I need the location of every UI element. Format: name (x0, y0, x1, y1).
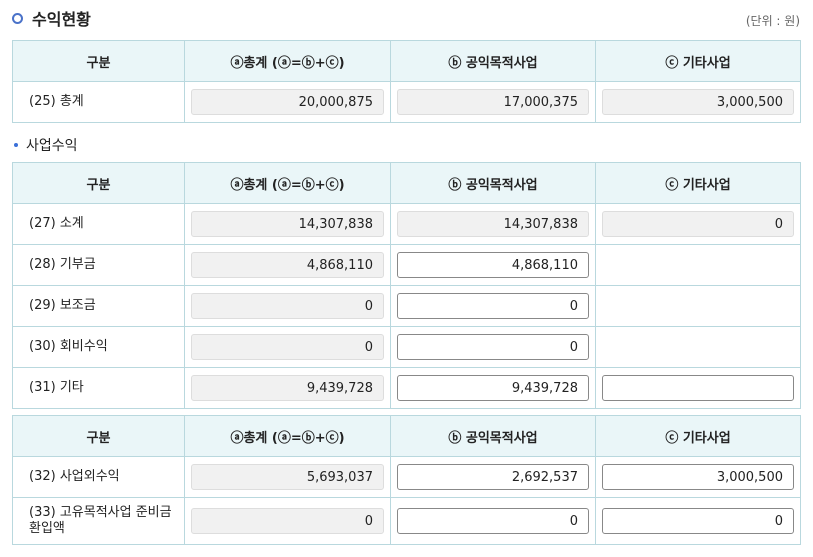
column-header: ⓐ총계 (ⓐ=ⓑ+ⓒ) (184, 162, 391, 204)
column-header: 구분 (12, 162, 185, 204)
row-label: (33) 고유목적사업 준비금 환입액 (12, 497, 185, 545)
header-row: 구분 ⓐ총계 (ⓐ=ⓑ+ⓒ) ⓑ 공익목적사업 ⓒ 기타사업 (12, 40, 801, 82)
total-field: 20,000,875 (191, 89, 384, 115)
column-header: ⓒ 기타사업 (595, 162, 801, 204)
column-header: ⓐ총계 (ⓐ=ⓑ+ⓒ) (184, 415, 391, 457)
column-header: ⓐ총계 (ⓐ=ⓑ+ⓒ) (184, 40, 391, 82)
total-field: 14,307,838 (191, 211, 384, 237)
table-row: (32) 사업외수익 5,693,037 2,692,537 3,000,500 (12, 456, 801, 498)
subsection-text: 사업수익 (26, 138, 78, 154)
column-header: ⓑ 공익목적사업 (390, 162, 596, 204)
other-business-field: 0 (602, 211, 794, 237)
table-row: (31) 기타 9,439,728 9,439,728 (12, 367, 801, 409)
row-label: (27) 소계 (12, 203, 185, 245)
public-purpose-field[interactable]: 0 (397, 508, 589, 534)
non-business-revenue-table: 구분 ⓐ총계 (ⓐ=ⓑ+ⓒ) ⓑ 공익목적사업 ⓒ 기타사업 (32) 사업외수익 5,6… (12, 415, 801, 545)
total-field: 5,693,037 (191, 464, 384, 490)
total-field: 0 (191, 293, 384, 319)
subsection-title: 사업수익 (14, 135, 78, 155)
other-business-field[interactable]: 3,000,500 (602, 464, 794, 490)
column-header: ⓒ 기타사업 (595, 40, 801, 82)
other-business-field[interactable]: 0 (602, 508, 794, 534)
other-business-field[interactable] (602, 375, 794, 401)
table-row: (27) 소계 14,307,838 14,307,838 0 (12, 203, 801, 245)
section-title: 수익현황 (12, 6, 91, 30)
column-header: ⓑ 공익목적사업 (390, 415, 596, 457)
row-label: (25) 총계 (12, 81, 185, 123)
public-purpose-field[interactable]: 4,868,110 (397, 252, 589, 278)
header-row: 구분 ⓐ총계 (ⓐ=ⓑ+ⓒ) ⓑ 공익목적사업 ⓒ 기타사업 (12, 162, 801, 204)
public-purpose-field: 14,307,838 (397, 211, 589, 237)
table-row: (25) 총계 20,000,875 17,000,375 3,000,500 (12, 81, 801, 123)
total-field: 0 (191, 508, 384, 534)
row-label: (32) 사업외수익 (12, 456, 185, 498)
other-business-field: 3,000,500 (602, 89, 794, 115)
table-row: (28) 기부금 4,868,110 4,868,110 (12, 244, 801, 286)
public-purpose-field[interactable]: 9,439,728 (397, 375, 589, 401)
public-purpose-field[interactable]: 0 (397, 334, 589, 360)
row-label: (30) 회비수익 (12, 326, 185, 368)
row-label: (31) 기타 (12, 367, 185, 409)
unit-label: (단위 : 원) (745, 14, 800, 28)
total-field: 4,868,110 (191, 252, 384, 278)
total-field: 0 (191, 334, 384, 360)
row-label: (28) 기부금 (12, 244, 185, 286)
title-text: 수익현황 (32, 10, 91, 29)
table-row: (30) 회비수익 0 0 (12, 326, 801, 368)
total-table: 구분 ⓐ총계 (ⓐ=ⓑ+ⓒ) ⓑ 공익목적사업 ⓒ 기타사업 (25) 총계 20,000… (12, 40, 801, 123)
header-row: 구분 ⓐ총계 (ⓐ=ⓑ+ⓒ) ⓑ 공익목적사업 ⓒ 기타사업 (12, 415, 801, 457)
table-row: (29) 보조금 0 0 (12, 285, 801, 327)
public-purpose-field[interactable]: 2,692,537 (397, 464, 589, 490)
row-label: (29) 보조금 (12, 285, 185, 327)
column-header: 구분 (12, 40, 185, 82)
public-purpose-field: 17,000,375 (397, 89, 589, 115)
circle-bullet-icon (12, 12, 23, 24)
dot-bullet-icon (14, 143, 18, 147)
column-header: ⓑ 공익목적사업 (390, 40, 596, 82)
column-header: ⓒ 기타사업 (595, 415, 801, 457)
business-revenue-table: 구분 ⓐ총계 (ⓐ=ⓑ+ⓒ) ⓑ 공익목적사업 ⓒ 기타사업 (27) 소계 14,307… (12, 162, 801, 409)
column-header: 구분 (12, 415, 185, 457)
total-field: 9,439,728 (191, 375, 384, 401)
table-row: (33) 고유목적사업 준비금 환입액 0 0 0 (12, 497, 801, 545)
public-purpose-field[interactable]: 0 (397, 293, 589, 319)
